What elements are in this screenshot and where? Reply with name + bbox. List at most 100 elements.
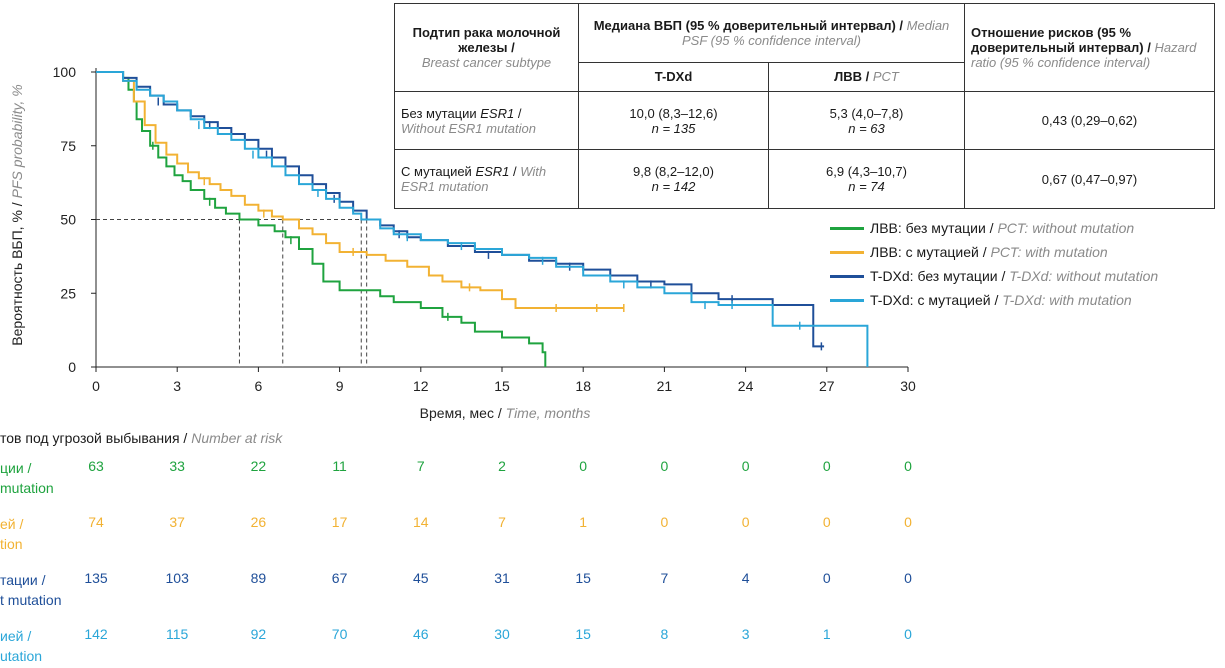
y-tick-label: 25 [60, 285, 76, 301]
x-tick-label: 27 [819, 378, 835, 394]
table-row: Без мутации ESR1 /Without ESR1 mutation … [394, 90, 1215, 151]
risk-value: 1 [579, 514, 588, 530]
y-axis-title: Вероятность ВБП, % / PFS probability, % [9, 84, 25, 345]
number-at-risk-title: тов под угрозой выбывания / Number at ri… [0, 430, 283, 446]
legend-item-tdxd-with: T-DXd: с мутацией / T-DXd: with mutation [830, 288, 1158, 312]
y-tick-label: 0 [68, 359, 76, 375]
risk-value: 17 [331, 514, 348, 530]
risk-value: 0 [579, 458, 588, 474]
legend-swatch [830, 298, 864, 302]
legend-label-en: PCT: without mutation [997, 220, 1135, 236]
risk-value: 115 [166, 626, 189, 642]
risk-value: 0 [822, 458, 831, 474]
x-tick-label: 15 [494, 378, 510, 394]
legend-label-en: T-DXd: with mutation [1002, 292, 1132, 308]
x-tick-label: 6 [255, 378, 263, 394]
risk-value: 0 [904, 458, 912, 474]
legend-label: ЛВВ: без мутации / [870, 220, 994, 236]
risk-value: 2 [498, 458, 506, 474]
cell-tdxd: 10,0 (8,3–12,6) n = 135 [578, 90, 769, 151]
risk-value: 14 [413, 514, 429, 530]
risk-value: 7 [416, 458, 425, 474]
risk-value: 0 [822, 570, 831, 586]
km-series-line-1 [96, 71, 624, 309]
header-tdxd: T-DXd [578, 61, 769, 92]
legend-item-tdxd-without: T-DXd: без мутации / T-DXd: without muta… [830, 264, 1158, 288]
legend-label-en: PCT: with mutation [990, 244, 1108, 260]
x-tick-label: 30 [900, 378, 916, 394]
risk-value: 37 [169, 514, 185, 530]
x-tick-label: 24 [738, 378, 754, 394]
risk-value: 31 [494, 570, 510, 586]
summary-table: Подтип рака молочной железы / Breast canc… [394, 3, 1215, 209]
risk-value: 26 [250, 514, 267, 530]
y-tick-label: 75 [60, 138, 76, 154]
risk-value: 11 [332, 458, 347, 474]
risk-value: 7 [498, 514, 506, 530]
risk-value: 103 [165, 570, 189, 586]
risk-label-tdxd-without: тации / t mutation [0, 572, 62, 608]
risk-value: 67 [331, 570, 348, 586]
km-series-line-3 [96, 71, 869, 367]
risk-value: 33 [169, 458, 185, 474]
risk-value: 0 [741, 514, 750, 530]
risk-value: 142 [84, 626, 108, 642]
header-subtype: Подтип рака молочной железы / Breast canc… [394, 3, 579, 92]
legend-item-pct-with: ЛВВ: с мутацией / PCT: with mutation [830, 240, 1158, 264]
risk-value: 0 [904, 626, 912, 642]
risk-value: 89 [250, 570, 267, 586]
cell-tdxd: 9,8 (8,2–12,0) n = 142 [578, 149, 769, 209]
header-hazard-ratio: Отношение рисков (95 % доверительный инт… [964, 3, 1215, 92]
table-row: С мутацией ESR1 / With ESR1 mutation 9,8… [394, 149, 1215, 209]
risk-value: 15 [575, 570, 591, 586]
risk-label-pct-without: ции / mutation [0, 460, 54, 496]
risk-value: 3 [741, 626, 750, 642]
x-axis-title: Время, мес / Time, months [420, 405, 591, 421]
cell-pct: 5,3 (4,0–7,8) n = 63 [768, 90, 965, 151]
x-tick-label: 12 [413, 378, 429, 394]
legend-swatch [830, 226, 864, 230]
risk-value: 0 [904, 514, 912, 530]
risk-value: 0 [822, 514, 831, 530]
row-label: С мутацией ESR1 / With ESR1 mutation [394, 149, 579, 209]
cell-pct: 6,9 (4,3–10,7) n = 74 [768, 149, 965, 209]
x-tick-label: 0 [92, 378, 100, 394]
legend-item-pct-without: ЛВВ: без мутации / PCT: without mutation [830, 216, 1158, 240]
risk-label-pct-with: ей / tion [0, 516, 24, 552]
legend: ЛВВ: без мутации / PCT: without mutation… [830, 216, 1158, 312]
km-series-line-0 [96, 71, 547, 367]
risk-value: 8 [660, 626, 669, 642]
risk-value: 92 [250, 626, 267, 642]
risk-value: 4 [741, 570, 750, 586]
row-label: Без мутации ESR1 /Without ESR1 mutation [394, 90, 579, 151]
risk-value: 70 [331, 626, 348, 642]
risk-value: 7 [660, 570, 669, 586]
cell-hr: 0,67 (0,47–0,97) [964, 149, 1215, 209]
y-tick-label: 50 [60, 212, 76, 228]
risk-value: 0 [904, 570, 912, 586]
risk-label-tdxd-with: ией / utation [0, 628, 43, 664]
x-tick-label: 18 [575, 378, 591, 394]
x-tick-label: 21 [657, 378, 673, 394]
risk-value: 0 [660, 514, 669, 530]
legend-label: ЛВВ: с мутацией / [870, 244, 987, 260]
header-median: Медиана ВБП (95 % доверительный интервал… [578, 3, 965, 63]
header-pct: ЛВВ / PCT [768, 61, 965, 92]
legend-swatch [830, 274, 864, 278]
risk-value: 15 [575, 626, 591, 642]
cell-hr: 0,43 (0,29–0,62) [964, 90, 1215, 151]
risk-value: 0 [741, 458, 750, 474]
risk-value: 63 [88, 458, 104, 474]
x-tick-label: 9 [336, 378, 344, 394]
risk-value: 45 [413, 570, 429, 586]
risk-value: 22 [250, 458, 267, 474]
legend-label: T-DXd: без мутации / [870, 268, 1006, 284]
risk-value: 0 [660, 458, 669, 474]
risk-value: 1 [822, 626, 831, 642]
legend-label-en: T-DXd: without mutation [1009, 268, 1159, 284]
risk-value: 30 [494, 626, 510, 642]
risk-value: 135 [84, 570, 108, 586]
risk-value: 46 [413, 626, 429, 642]
legend-swatch [830, 250, 864, 254]
